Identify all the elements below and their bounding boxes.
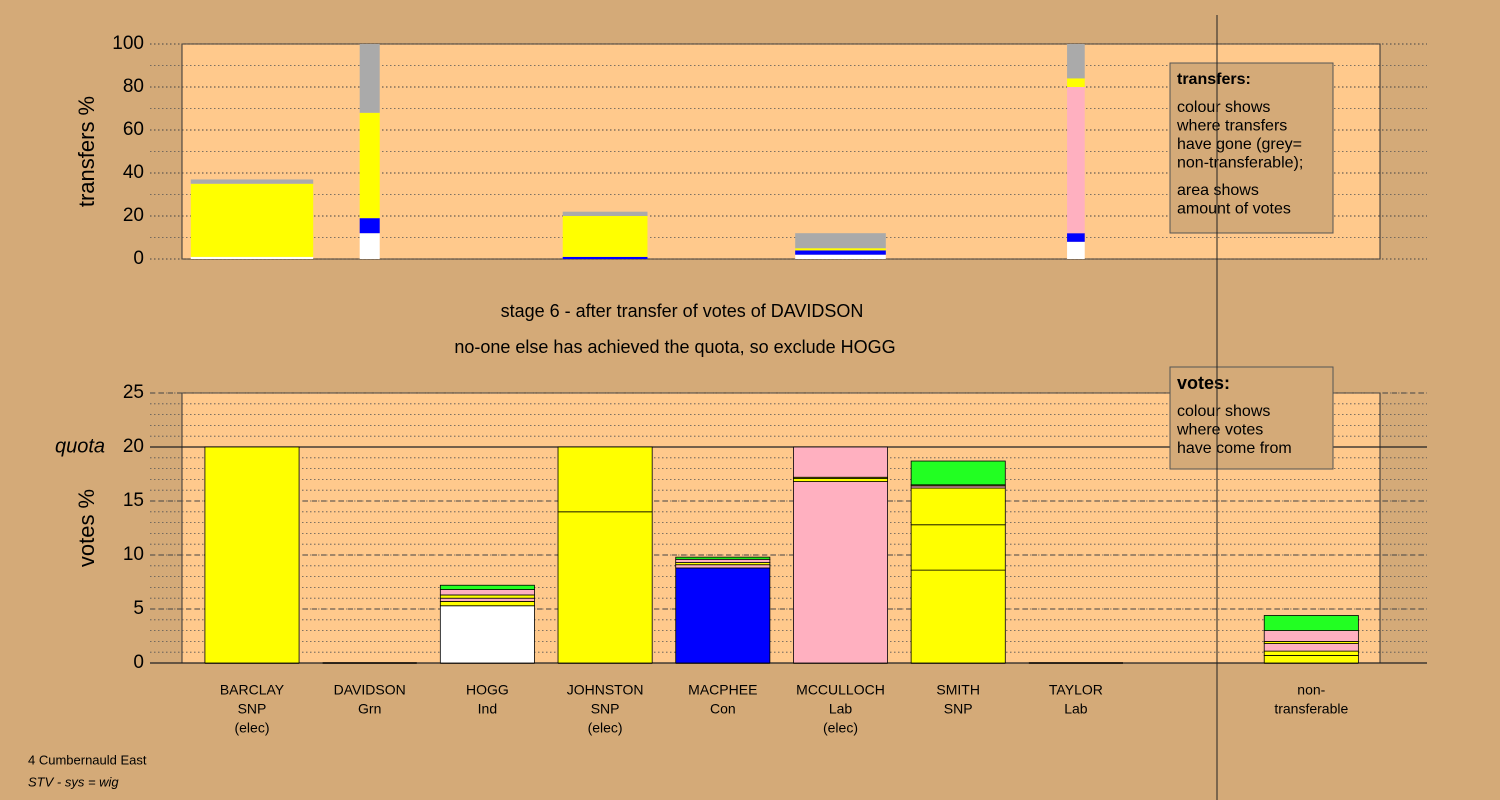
bar-segment [439, 584, 535, 590]
bar-segment [910, 569, 1006, 664]
y-tick-label: 20 [123, 205, 144, 226]
bar-segment [562, 256, 648, 259]
bar-segment [439, 597, 535, 602]
legend-text: colour shows [1177, 99, 1270, 116]
x-tick-label: non- [1297, 682, 1325, 698]
legend-text: where votes [1176, 422, 1263, 439]
bar-segment [793, 481, 888, 664]
chart-title: stage 6 - after transfer of votes of DAV… [501, 301, 864, 321]
y-tick-label: 0 [133, 652, 144, 673]
bar-segment [793, 477, 888, 482]
x-tick-label: TAYLOR [1049, 682, 1103, 698]
bar-segment [795, 248, 886, 251]
bar-segment [1263, 643, 1359, 652]
bar-segment [557, 446, 653, 513]
bar-segment [675, 564, 771, 569]
bar-segment [795, 254, 886, 259]
legend-text: have come from [1177, 440, 1292, 457]
bar-segment [675, 558, 771, 563]
x-tick-label: SNP [944, 701, 973, 717]
footer-area: 4 Cumbernauld East [28, 752, 147, 767]
bar-segment [1263, 655, 1359, 664]
y-tick-label: 20 [123, 436, 144, 457]
bar-segment [190, 179, 314, 184]
y-axis-title: votes % [74, 489, 99, 567]
x-tick-label: JOHNSTON [567, 682, 644, 698]
legend-text: colour shows [1177, 403, 1270, 420]
legend-text: non-transferable); [1177, 155, 1303, 172]
chart-subtitle: no-one else has achieved the quota, so e… [454, 337, 895, 357]
legend-box [1169, 366, 1334, 470]
bar-segment [439, 605, 535, 664]
x-tick-label: Grn [358, 701, 381, 717]
x-tick-label: (elec) [234, 720, 269, 736]
x-tick-label: (elec) [588, 720, 623, 736]
x-tick-label: transferable [1274, 701, 1348, 717]
bar-segment [1263, 615, 1359, 631]
x-tick-label: HOGG [466, 682, 509, 698]
bar-segment [910, 524, 1006, 571]
y-axis-title: transfers % [74, 96, 99, 207]
bar-segment [1263, 630, 1359, 642]
y-tick-label: 15 [123, 490, 144, 511]
bar-segment [793, 446, 888, 478]
footer-system: STV - sys = wig [28, 774, 119, 789]
x-tick-label: DAVIDSON [334, 682, 406, 698]
bar-segment [1067, 44, 1085, 79]
bar-segment [439, 589, 535, 596]
y-tick-label: 40 [123, 162, 144, 183]
bar-segment [359, 233, 380, 259]
legend-text: amount of votes [1177, 201, 1291, 218]
bar-segment [1067, 87, 1085, 234]
legend-title: votes: [1177, 373, 1230, 393]
bar-segment [1263, 650, 1359, 656]
bar-segment [562, 211, 648, 216]
bar-segment [439, 594, 535, 599]
bar-segment [204, 446, 300, 664]
bar-segment [675, 556, 771, 560]
legend-text: area shows [1177, 182, 1259, 199]
bar-segment [1067, 241, 1085, 259]
x-tick-label: Ind [478, 701, 497, 717]
bar-segment [795, 233, 886, 249]
bar-segment [1067, 233, 1085, 242]
bar-segment [190, 183, 314, 257]
x-tick-label: Lab [1064, 701, 1088, 717]
y-tick-label: 0 [133, 248, 144, 269]
y-tick-label: 25 [123, 382, 144, 403]
x-tick-label: MCCULLOCH [796, 682, 885, 698]
x-tick-label: Con [710, 701, 736, 717]
x-tick-label: (elec) [823, 720, 858, 736]
legend-box [1169, 62, 1334, 234]
x-tick-label: Lab [829, 701, 853, 717]
y-tick-label: 80 [123, 76, 144, 97]
bar-segment [557, 511, 653, 664]
x-tick-label: MACPHEE [688, 682, 757, 698]
quota-label: quota [55, 435, 105, 457]
bar-segment [562, 216, 648, 257]
y-tick-label: 10 [123, 544, 144, 565]
bar-segment [439, 601, 535, 607]
legend-title: transfers: [1177, 71, 1251, 88]
x-tick-label: SNP [591, 701, 620, 717]
y-tick-label: 5 [133, 598, 144, 619]
bar-segment [910, 460, 1006, 486]
bar-segment [359, 44, 380, 113]
x-tick-label: SMITH [936, 682, 980, 698]
bar-segment [190, 256, 314, 259]
y-tick-label: 60 [123, 119, 144, 140]
bar-segment [910, 487, 1006, 526]
bar-segment [1067, 78, 1085, 87]
legend-text: have gone (grey= [1177, 136, 1302, 153]
x-tick-label: SNP [238, 701, 267, 717]
bar-segment [359, 218, 380, 234]
bar-segment [675, 567, 771, 664]
bar-segment [359, 112, 380, 219]
y-tick-label: 100 [112, 33, 144, 54]
bar-segment [795, 250, 886, 255]
legend-text: where transfers [1176, 118, 1287, 135]
x-tick-label: BARCLAY [220, 682, 285, 698]
